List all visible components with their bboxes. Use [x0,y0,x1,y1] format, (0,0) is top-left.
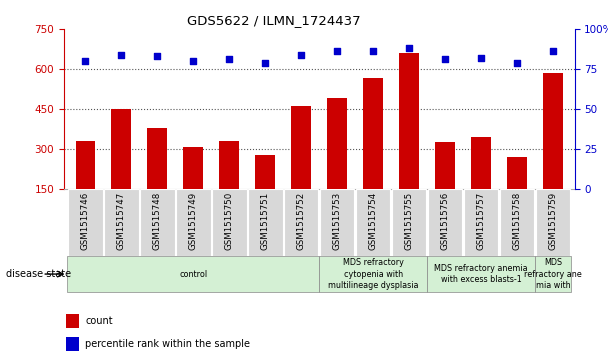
Bar [255,155,275,189]
Text: disease state: disease state [6,269,71,279]
Point [512,60,522,65]
Point [296,52,306,57]
Bar [219,141,239,189]
Bar [327,98,347,189]
Text: count: count [85,316,113,326]
Bar [111,109,131,189]
FancyBboxPatch shape [536,189,570,256]
FancyBboxPatch shape [428,189,462,256]
Text: GSM1515746: GSM1515746 [81,192,90,250]
Text: GSM1515751: GSM1515751 [261,192,270,250]
FancyBboxPatch shape [356,189,390,256]
Point [117,52,126,57]
Point [476,55,486,61]
FancyBboxPatch shape [464,189,499,256]
FancyBboxPatch shape [104,189,139,256]
Bar [148,127,167,189]
Point [333,49,342,54]
Point [440,57,450,62]
Point [404,45,414,51]
Bar [291,106,311,189]
FancyBboxPatch shape [500,189,534,256]
Bar [435,142,455,189]
FancyBboxPatch shape [140,189,174,256]
Text: GSM1515747: GSM1515747 [117,192,126,250]
Point [260,60,270,65]
Bar [543,73,563,189]
Text: GSM1515757: GSM1515757 [477,192,486,250]
Bar [75,141,95,189]
Text: MDS refractory
cytopenia with
multilineage dysplasia: MDS refractory cytopenia with multilinea… [328,258,418,290]
FancyBboxPatch shape [284,189,319,256]
Text: MDS
refractory ane
mia with: MDS refractory ane mia with [524,258,582,290]
FancyBboxPatch shape [176,189,210,256]
Point [153,53,162,59]
Text: GSM1515752: GSM1515752 [297,192,306,250]
Point [548,49,558,54]
Text: GSM1515759: GSM1515759 [548,192,558,250]
Text: percentile rank within the sample: percentile rank within the sample [85,339,250,348]
Text: GSM1515755: GSM1515755 [404,192,413,250]
FancyBboxPatch shape [67,256,319,292]
FancyBboxPatch shape [320,189,354,256]
Bar [507,157,527,189]
Text: GSM1515750: GSM1515750 [225,192,234,250]
FancyBboxPatch shape [427,256,535,292]
Text: GSM1515758: GSM1515758 [513,192,522,250]
Bar [363,78,383,189]
FancyBboxPatch shape [212,189,247,256]
FancyBboxPatch shape [535,256,571,292]
Text: GDS5622 / ILMN_1724437: GDS5622 / ILMN_1724437 [187,15,361,28]
Bar [471,137,491,189]
Point [188,58,198,64]
Point [368,49,378,54]
Text: GSM1515754: GSM1515754 [368,192,378,250]
Text: GSM1515748: GSM1515748 [153,192,162,250]
Bar [66,337,79,351]
FancyBboxPatch shape [248,189,283,256]
Bar [184,147,203,189]
Text: GSM1515749: GSM1515749 [189,192,198,250]
FancyBboxPatch shape [392,189,426,256]
FancyBboxPatch shape [68,189,103,256]
Text: GSM1515753: GSM1515753 [333,192,342,250]
Point [80,58,90,64]
Point [224,57,234,62]
Text: control: control [179,270,207,278]
FancyBboxPatch shape [319,256,427,292]
Bar [399,53,419,189]
Text: MDS refractory anemia
with excess blasts-1: MDS refractory anemia with excess blasts… [434,264,528,284]
Text: GSM1515756: GSM1515756 [441,192,449,250]
Bar [66,314,79,328]
